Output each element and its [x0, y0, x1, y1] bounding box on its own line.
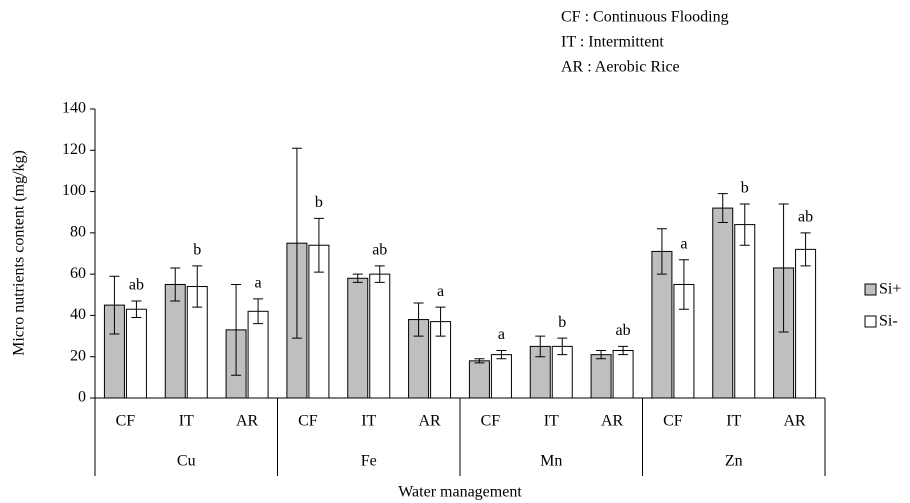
error-bar: [352, 273, 363, 283]
annotation: ab: [616, 322, 631, 339]
bar: [164, 283, 186, 399]
error-bar: [109, 275, 120, 335]
annotation: a: [437, 283, 444, 300]
bar: [247, 310, 269, 399]
error-bar: [313, 217, 324, 273]
x-tick-label: CF: [481, 413, 501, 430]
bar: [369, 273, 391, 399]
error-bar: [496, 350, 507, 360]
y-tick-label: 20: [70, 347, 86, 364]
note: IT : Intermittent: [561, 34, 664, 51]
x-tick-label: AR: [601, 413, 624, 430]
error-bar: [739, 203, 750, 246]
annotation: b: [558, 314, 566, 331]
annotation: b: [741, 180, 749, 197]
legend-label: Si-: [879, 313, 898, 330]
x-tick-label: AR: [418, 413, 441, 430]
error-bar: [253, 298, 264, 325]
bar: [125, 308, 147, 399]
bar: [347, 277, 369, 399]
y-tick-label: 0: [78, 389, 86, 406]
bar: [490, 354, 512, 399]
y-axis-label: Micro nutrients content (mg/kg): [11, 150, 28, 356]
bar: [590, 354, 612, 399]
annotation: b: [315, 194, 323, 211]
x-tick-label: IT: [726, 413, 741, 430]
y-tick-label: 60: [70, 265, 86, 282]
bar: [712, 207, 734, 399]
y-tick-label: 100: [62, 182, 86, 199]
note: AR : Aerobic Rice: [561, 59, 680, 76]
group-label: Fe: [361, 453, 377, 470]
x-tick-label: CF: [298, 413, 318, 430]
annotation: ab: [129, 277, 144, 294]
y-tick-label: 120: [62, 141, 86, 158]
error-bar: [374, 265, 385, 283]
error-bar: [291, 147, 302, 339]
bar: [795, 248, 817, 399]
y-tick-label: 80: [70, 224, 86, 241]
error-bar: [596, 350, 607, 360]
error-bar: [435, 306, 446, 337]
annotation: ab: [798, 209, 813, 226]
group-label: Mn: [540, 453, 562, 470]
error-bar: [557, 337, 568, 356]
x-axis-label: Water management: [398, 484, 522, 501]
annotation: b: [193, 242, 201, 259]
legend-label: Si+: [879, 281, 901, 298]
x-tick-label: IT: [544, 413, 559, 430]
error-bar: [535, 335, 546, 358]
error-bar: [192, 265, 203, 308]
group-label: Cu: [177, 453, 196, 470]
error-bar: [474, 358, 485, 364]
error-bar: [618, 345, 629, 356]
x-tick-label: IT: [179, 413, 194, 430]
x-tick-label: CF: [116, 413, 136, 430]
error-bar: [800, 232, 811, 267]
x-tick-label: AR: [236, 413, 259, 430]
error-bar: [656, 228, 667, 275]
legend-swatch: [864, 283, 877, 296]
annotation: a: [255, 275, 262, 292]
x-tick-label: IT: [361, 413, 376, 430]
error-bar: [717, 193, 728, 224]
error-bar: [131, 300, 142, 318]
group-label: Zn: [725, 453, 743, 470]
error-bar: [678, 259, 689, 310]
legend-swatch: [864, 315, 877, 328]
annotation: a: [680, 235, 687, 252]
bar: [734, 224, 756, 399]
note: CF : Continuous Flooding: [561, 9, 729, 26]
x-tick-label: AR: [783, 413, 806, 430]
bar: [612, 350, 634, 399]
y-tick-label: 40: [70, 306, 86, 323]
annotation: a: [498, 326, 505, 343]
annotation: ab: [372, 242, 387, 259]
y-tick-label: 140: [62, 100, 86, 117]
error-bar: [231, 283, 242, 376]
error-bar: [170, 267, 181, 302]
x-tick-label: CF: [663, 413, 683, 430]
error-bar: [413, 302, 424, 337]
error-bar: [778, 203, 789, 333]
bar: [468, 360, 490, 399]
